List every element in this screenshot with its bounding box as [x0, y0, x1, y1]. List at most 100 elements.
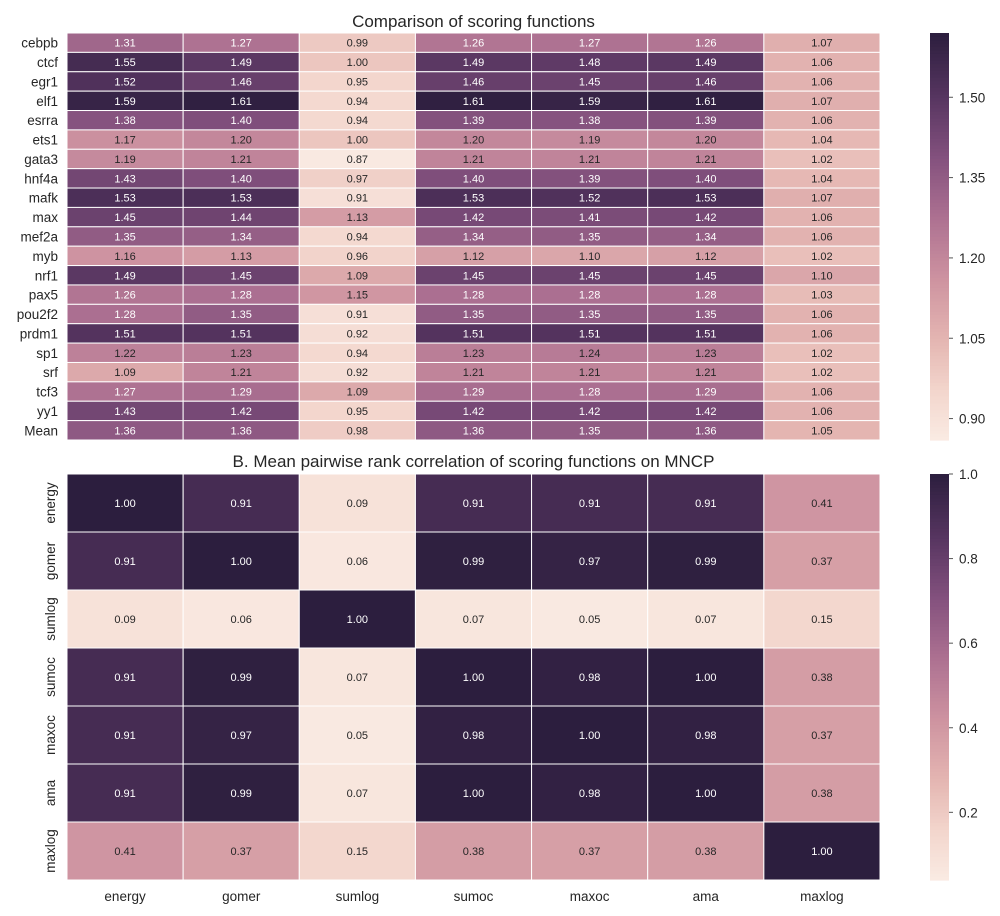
- colorbar-segment: [930, 185, 949, 190]
- heatmap-cell: [647, 473, 765, 533]
- colorbar-segment: [930, 727, 949, 732]
- cell-value: 1.21: [579, 154, 600, 166]
- cell-value: 1.07: [811, 38, 832, 50]
- colorbar-segment: [930, 859, 949, 864]
- heatmap-cell: [66, 647, 184, 707]
- cell-value: 1.02: [811, 251, 832, 263]
- colorbar-segment: [930, 294, 949, 299]
- colorbar-segment: [930, 737, 949, 742]
- row-label: hnf4a: [24, 171, 58, 186]
- row-label: mef2a: [20, 230, 58, 245]
- colorbar-segment: [930, 545, 949, 550]
- cell-value: 1.51: [463, 328, 484, 340]
- cell-value: 1.16: [114, 251, 135, 263]
- colorbar-segment: [930, 748, 949, 753]
- cell-value: 1.10: [579, 251, 600, 263]
- heatmap-cell: [66, 763, 184, 823]
- heatmap-cell: [763, 705, 881, 765]
- row-label: pou2f2: [17, 307, 58, 322]
- cell-value: 1.27: [579, 38, 600, 50]
- heatmap-cell: [647, 531, 765, 591]
- cell-value: 1.45: [579, 270, 600, 282]
- cell-value: 1.28: [579, 290, 600, 302]
- column-label: maxoc: [570, 889, 610, 904]
- colorbar-segment: [930, 839, 949, 844]
- colorbar-segment: [930, 514, 949, 519]
- cell-value: 0.07: [347, 788, 368, 800]
- cell-value: 1.51: [695, 328, 716, 340]
- colorbar-segment: [930, 56, 949, 61]
- cell-value: 0.15: [347, 846, 368, 858]
- heatmap-cell: [531, 473, 649, 533]
- colorbar-segment: [930, 697, 949, 702]
- cell-value: 0.91: [347, 193, 368, 205]
- heatmap-cell: [298, 531, 416, 591]
- cell-value: 1.09: [114, 367, 135, 379]
- cell-value: 1.28: [231, 290, 252, 302]
- colorbar-segment: [930, 815, 949, 820]
- row-label: sumoc: [43, 657, 58, 697]
- cell-value: 1.42: [231, 406, 252, 418]
- cell-value: 1.20: [695, 135, 716, 147]
- row-label: srf: [43, 365, 58, 380]
- colorbar-segment: [930, 531, 949, 536]
- cell-value: 1.42: [463, 212, 484, 224]
- cell-value: 0.41: [811, 498, 832, 510]
- heatmap-cell: [647, 763, 765, 823]
- colorbar-segment: [930, 97, 949, 102]
- colorbar-segment: [930, 829, 949, 834]
- cell-value: 1.45: [695, 270, 716, 282]
- colorbar-segment: [930, 511, 949, 516]
- cell-value: 1.45: [579, 76, 600, 88]
- colorbar-segment: [930, 328, 949, 333]
- colorbar-segment: [930, 490, 949, 495]
- cell-value: 1.35: [231, 309, 252, 321]
- colorbar-segment: [930, 768, 949, 773]
- colorbar-segment: [930, 155, 949, 160]
- cell-value: 1.02: [811, 367, 832, 379]
- cell-value: 1.26: [114, 290, 135, 302]
- cell-value: 0.91: [695, 498, 716, 510]
- colorbar-segment: [930, 49, 949, 54]
- cell-value: 0.91: [579, 498, 600, 510]
- colorbar-tick-label: 0.6: [959, 636, 978, 651]
- colorbar-segment: [930, 104, 949, 109]
- colorbar-segment: [930, 385, 949, 390]
- colorbar-segment: [930, 121, 949, 126]
- colorbar-segment: [930, 172, 949, 177]
- cell-value: 0.99: [463, 556, 484, 568]
- cell-value: 1.06: [811, 309, 832, 321]
- cell-value: 1.00: [463, 672, 484, 684]
- colorbar-segment: [930, 361, 949, 366]
- colorbar-segment: [930, 331, 949, 336]
- cell-value: 1.21: [695, 154, 716, 166]
- colorbar-segment: [930, 229, 949, 234]
- colorbar-segment: [930, 233, 949, 238]
- heatmap-cell: [66, 473, 184, 533]
- colorbar-segment: [930, 873, 949, 878]
- colorbar-segment: [930, 209, 949, 214]
- colorbar: 0.90 1.05 1.20 1.35 1.50: [930, 33, 985, 441]
- cell-value: 1.35: [579, 232, 600, 244]
- colorbar-segment: [930, 253, 949, 258]
- cell-value: 1.00: [347, 57, 368, 69]
- colorbar-segment: [930, 290, 949, 295]
- colorbar-segment: [930, 507, 949, 512]
- cell-value: 1.39: [579, 173, 600, 185]
- cell-value: 1.13: [231, 251, 252, 263]
- cell-value: 1.09: [347, 387, 368, 399]
- colorbar-segment: [930, 243, 949, 248]
- cell-value: 1.21: [463, 367, 484, 379]
- cell-value: 1.45: [114, 212, 135, 224]
- cell-value: 0.92: [347, 328, 368, 340]
- cell-value: 1.05: [811, 425, 832, 437]
- colorbar-segment: [930, 812, 949, 817]
- colorbar-segment: [930, 341, 949, 346]
- colorbar-segment: [930, 375, 949, 380]
- cell-value: 0.15: [811, 614, 832, 626]
- cell-value: 0.38: [811, 788, 832, 800]
- colorbar-segment: [930, 202, 949, 207]
- cell-value: 1.35: [695, 309, 716, 321]
- row-label: max: [32, 210, 58, 225]
- colorbar-segment: [930, 317, 949, 322]
